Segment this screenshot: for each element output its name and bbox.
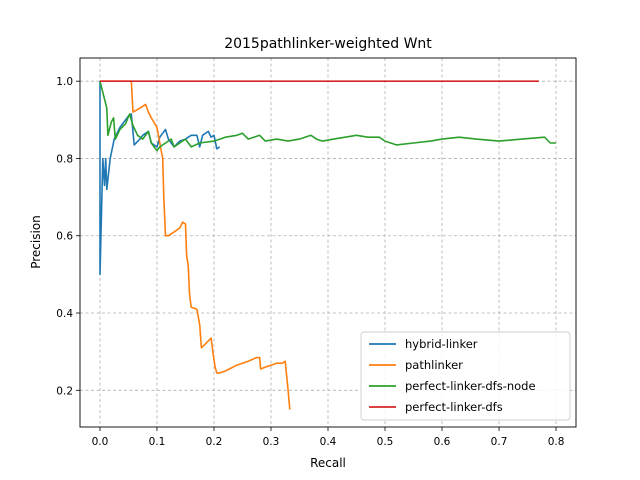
- legend-label: perfect-linker-dfs-node: [405, 379, 536, 393]
- x-tick-label: 0.7: [491, 436, 508, 448]
- legend: hybrid-linker pathlinker perfect-linker-df…: [360, 331, 571, 421]
- x-tick-label: 0.8: [548, 436, 565, 448]
- series-line-perfect-linker-dfs-node: [99, 81, 556, 152]
- x-tick-label: 0.4: [320, 436, 337, 448]
- x-tick-label: 0.1: [149, 436, 166, 448]
- legend-label: hybrid-linker: [405, 337, 478, 351]
- x-tick-label: 0.6: [434, 436, 451, 448]
- y-axis-label: Precision: [29, 215, 43, 269]
- legend-label: pathlinker: [405, 358, 463, 372]
- chart-title: 2015pathlinker-weighted Wnt: [224, 36, 432, 52]
- y-tick-label: 0.4: [56, 308, 73, 320]
- series-line-pathlinker: [100, 80, 291, 410]
- series-lines: [99, 80, 556, 410]
- axis-ticks: 0.0 0.1 0.2 0.3 0.4 0.5 0.6 0.7 0.8 0.2 0.4 0.6 0.8 1…: [56, 76, 564, 448]
- x-tick-label: 0.3: [263, 436, 280, 448]
- y-tick-label: 0.8: [56, 153, 73, 165]
- y-tick-label: 1.0: [56, 76, 73, 88]
- legend-label: perfect-linker-dfs: [405, 400, 503, 414]
- legend-box: [360, 331, 571, 421]
- y-tick-label: 0.2: [56, 385, 73, 397]
- x-tick-label: 0.5: [377, 436, 394, 448]
- x-tick-label: 0.0: [92, 436, 109, 448]
- y-tick-label: 0.6: [56, 231, 73, 243]
- x-axis-label: Recall: [310, 456, 346, 470]
- x-tick-label: 0.2: [206, 436, 223, 448]
